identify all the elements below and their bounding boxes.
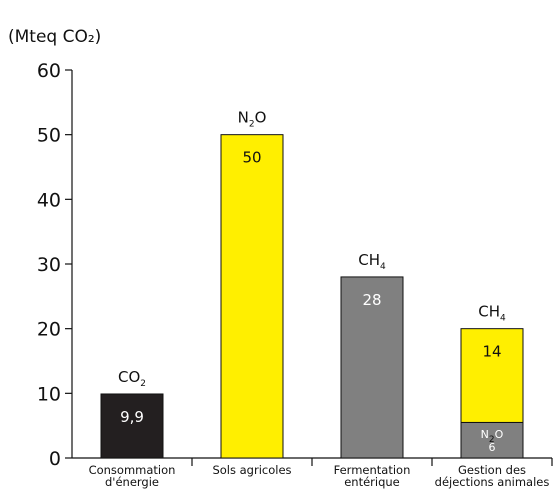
y-axis-unit-label: (Mteq CO₂) xyxy=(8,27,101,47)
x-category-label: Consommation xyxy=(89,463,176,477)
bar-segment xyxy=(220,134,284,459)
bar-gas-label: CO2 xyxy=(118,368,146,389)
y-tick-label: 60 xyxy=(37,60,61,82)
bar-gas-label: N2O xyxy=(238,109,267,130)
segment-gas-label: N2O xyxy=(481,428,504,445)
x-category-label: Sols agricoles xyxy=(212,463,291,477)
bar-value-label: 9,9 xyxy=(120,408,144,426)
bar-gas-label: CH4 xyxy=(358,251,386,272)
bar-segment xyxy=(460,328,524,423)
x-category-label: déjections animales xyxy=(435,475,550,489)
bar-value-label: 14 xyxy=(482,343,501,361)
bars xyxy=(100,134,524,459)
bar-value-label: 6 xyxy=(489,441,496,454)
x-category-label: Gestion des xyxy=(458,463,526,477)
x-category-label: d'énergie xyxy=(105,475,159,489)
bar-value-label: 50 xyxy=(242,149,261,167)
x-category-label: Fermentation xyxy=(334,463,411,477)
y-tick-label: 30 xyxy=(37,254,61,276)
bar-segment xyxy=(100,393,164,459)
bar-gas-label: CH4 xyxy=(478,303,506,324)
bar-value-label: 28 xyxy=(362,291,381,309)
y-tick-label: 20 xyxy=(37,319,61,341)
y-tick-label: 40 xyxy=(37,189,61,211)
y-tick-label: 0 xyxy=(49,448,61,470)
x-category-label: entérique xyxy=(344,475,400,489)
y-tick-label: 50 xyxy=(37,125,61,147)
bar-segment xyxy=(340,276,404,459)
y-tick-label: 10 xyxy=(37,383,61,405)
bar-segment xyxy=(460,421,524,459)
